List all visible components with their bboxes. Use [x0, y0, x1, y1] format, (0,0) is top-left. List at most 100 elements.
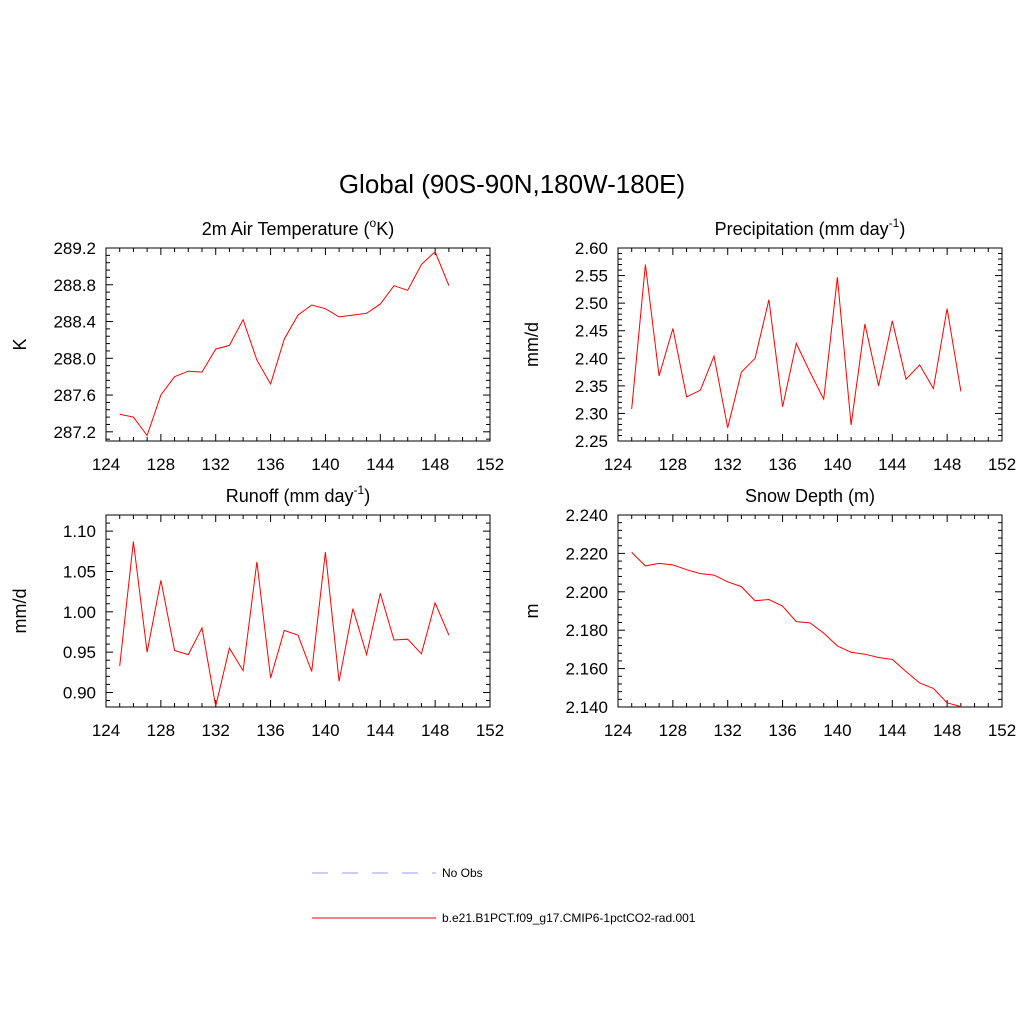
- x-tick-label: 128: [659, 455, 687, 474]
- x-tick-label: 144: [366, 721, 394, 740]
- x-tick-label: 128: [659, 721, 687, 740]
- y-axis-label: K: [10, 338, 30, 350]
- x-tick-label: 128: [147, 455, 175, 474]
- x-tick-label: 140: [311, 721, 339, 740]
- x-tick-label: 128: [147, 721, 175, 740]
- y-tick-label: 288.8: [53, 276, 96, 295]
- panel-title: Runoff (mm day-1): [226, 483, 370, 506]
- chart-panel-3: 124 128 132 136 140 144 148 152 0.90 0.95 1.00 1.05…: [10, 483, 504, 740]
- y-tick-label: 1.10: [63, 522, 96, 541]
- y-tick-label: 2.55: [575, 267, 608, 286]
- y-tick-label: 0.90: [63, 683, 96, 702]
- x-tick-label: 144: [878, 721, 906, 740]
- chart-panel-4: 124 128 132 136 140 144 148 1522.1402.1602.1802…: [522, 486, 1016, 740]
- x-tick-label: 140: [823, 455, 851, 474]
- y-axis: 0.90 0.95 1.00 1.05 1.10: [63, 514, 490, 702]
- y-tick-label: 2.60: [575, 239, 608, 258]
- x-tick-label: 144: [366, 455, 394, 474]
- x-tick-label: 148: [933, 721, 961, 740]
- y-axis-label: mm/d: [10, 589, 30, 634]
- x-tick-label: 148: [421, 721, 449, 740]
- x-tick-label: 148: [421, 455, 449, 474]
- y-tick-label: 2.180: [565, 621, 608, 640]
- chart-panel-2: 124 128 132 136 140 144 148 152 2.25 2.30 2.35 2.40…: [522, 216, 1016, 474]
- x-tick-label: 148: [933, 455, 961, 474]
- legend-item: No Obs: [312, 866, 483, 880]
- x-tick-label: 124: [604, 455, 632, 474]
- panel-title-superscript: o: [370, 216, 377, 230]
- panel-title-superscript: -1: [889, 216, 900, 230]
- x-tick-label: 152: [988, 721, 1016, 740]
- panel-title-end: ): [364, 486, 370, 506]
- y-axis: 287.2 287.6 288.0 288.4 288.8 289.2: [53, 239, 490, 442]
- figure-title: Global (90S-90N,180W-180E): [339, 169, 685, 199]
- legend: No Obs b.e21.B1PCT.f09_g17.CMIP6-1pctCO2-…: [312, 866, 696, 925]
- panel-title-main: Snow Depth (m): [745, 486, 875, 506]
- y-tick-label: 2.45: [575, 322, 608, 341]
- x-tick-label: 152: [476, 721, 504, 740]
- x-tick-label: 140: [311, 455, 339, 474]
- y-tick-label: 2.30: [575, 404, 608, 423]
- plot-frame: [105, 247, 491, 442]
- y-tick-label: 287.6: [53, 386, 96, 405]
- panel-title-main: Runoff (mm day: [226, 486, 354, 506]
- y-tick-label: 2.160: [565, 660, 608, 679]
- x-tick-label: 152: [988, 455, 1016, 474]
- y-axis: 2.140 2.160 2.180 2.200 2.220 2.240: [565, 506, 1002, 717]
- panel-title-end: K): [376, 219, 394, 239]
- x-axis: 124 128 132 136 140 144 148 152: [604, 515, 1016, 740]
- panel-title: Precipitation (mm day-1): [715, 216, 906, 239]
- x-tick-label: 124: [92, 455, 120, 474]
- legend-label: b.e21.B1PCT.f09_g17.CMIP6-1pctCO2-rad.00…: [442, 911, 696, 925]
- x-tick-label: 136: [768, 455, 796, 474]
- x-tick-label: 132: [202, 721, 230, 740]
- y-tick-label: 289.2: [53, 239, 96, 258]
- y-tick-label: 0.95: [63, 643, 96, 662]
- panel-title-end: ): [899, 219, 905, 239]
- y-tick-label: 2.25: [575, 432, 608, 451]
- y-axis-label: mm/d: [522, 322, 542, 367]
- plot-frame: [617, 514, 1003, 708]
- x-tick-label: 124: [92, 721, 120, 740]
- x-tick-label: 132: [714, 721, 742, 740]
- panel-title-main: Precipitation (mm day: [715, 219, 889, 239]
- y-axis-label: m: [522, 604, 542, 619]
- y-tick-label: 2.240: [565, 506, 608, 525]
- y-tick-label: 2.35: [575, 377, 608, 396]
- x-tick-label: 140: [823, 721, 851, 740]
- x-tick-label: 132: [202, 455, 230, 474]
- panel-title-superscript: -1: [354, 483, 365, 497]
- y-tick-label: 2.40: [575, 349, 608, 368]
- x-tick-label: 124: [604, 721, 632, 740]
- chart-panel-1: 124 128 132 136 140 144 148 152287.2287.6288.02…: [10, 216, 504, 474]
- y-tick-label: 2.220: [565, 544, 608, 563]
- panel-title: 2m Air Temperature (oK): [202, 216, 394, 239]
- x-axis: 124 128 132 136 140 144 148 152: [92, 515, 504, 740]
- y-tick-label: 287.2: [53, 423, 96, 442]
- legend-item: b.e21.B1PCT.f09_g17.CMIP6-1pctCO2-rad.00…: [312, 911, 696, 925]
- series-line-1: [119, 250, 450, 437]
- series-line-1: [119, 541, 450, 707]
- x-tick-label: 136: [768, 721, 796, 740]
- y-tick-label: 1.05: [63, 562, 96, 581]
- y-tick-label: 288.4: [53, 313, 96, 332]
- x-axis: 124 128 132 136 140 144 148 152: [604, 248, 1016, 474]
- y-tick-label: 288.0: [53, 349, 96, 368]
- panel-title: Snow Depth (m): [745, 486, 875, 506]
- x-tick-label: 144: [878, 455, 906, 474]
- x-tick-label: 132: [714, 455, 742, 474]
- y-tick-label: 2.140: [565, 698, 608, 717]
- plot-frame: [105, 514, 491, 708]
- y-tick-label: 1.00: [63, 603, 96, 622]
- legend-label: No Obs: [442, 866, 483, 880]
- x-tick-label: 152: [476, 455, 504, 474]
- y-tick-label: 2.50: [575, 294, 608, 313]
- y-tick-label: 2.200: [565, 583, 608, 602]
- panels: 124 128 132 136 140 144 148 152287.2287.6288.02…: [10, 216, 1016, 740]
- y-axis: 2.25 2.30 2.35 2.40 2.45 2.50 2.55 2.60: [575, 239, 1002, 451]
- x-tick-label: 136: [256, 455, 284, 474]
- panel-title-main: 2m Air Temperature (: [202, 219, 370, 239]
- series-line-1: [631, 264, 962, 428]
- x-axis: 124 128 132 136 140 144 148 152: [92, 248, 504, 474]
